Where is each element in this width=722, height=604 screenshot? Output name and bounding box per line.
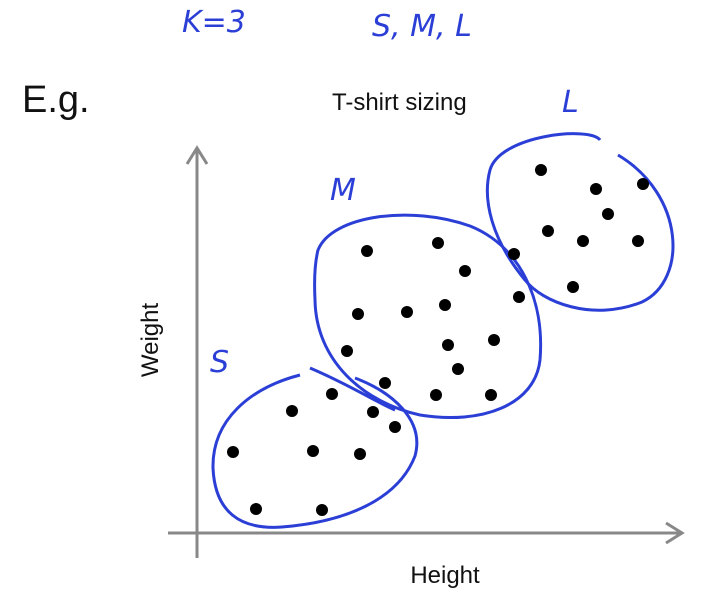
cluster-outline — [309, 213, 543, 420]
k-annotation: K=3 — [182, 5, 246, 40]
cluster-outline — [485, 132, 675, 312]
sizes-annotation: S, M, L — [372, 9, 472, 44]
x-axis — [168, 521, 685, 545]
cluster-label: L — [562, 85, 579, 120]
cluster-label: S — [210, 345, 229, 380]
data-points — [227, 164, 649, 516]
y-axis-label: Weight — [137, 303, 164, 378]
x-axis-label: Height — [410, 562, 480, 589]
cluster-label: M — [330, 173, 356, 208]
eg-label: E.g. — [22, 79, 90, 121]
title: T-shirt sizing — [332, 89, 467, 116]
y-axis — [185, 145, 209, 558]
cluster-outline — [211, 373, 419, 529]
